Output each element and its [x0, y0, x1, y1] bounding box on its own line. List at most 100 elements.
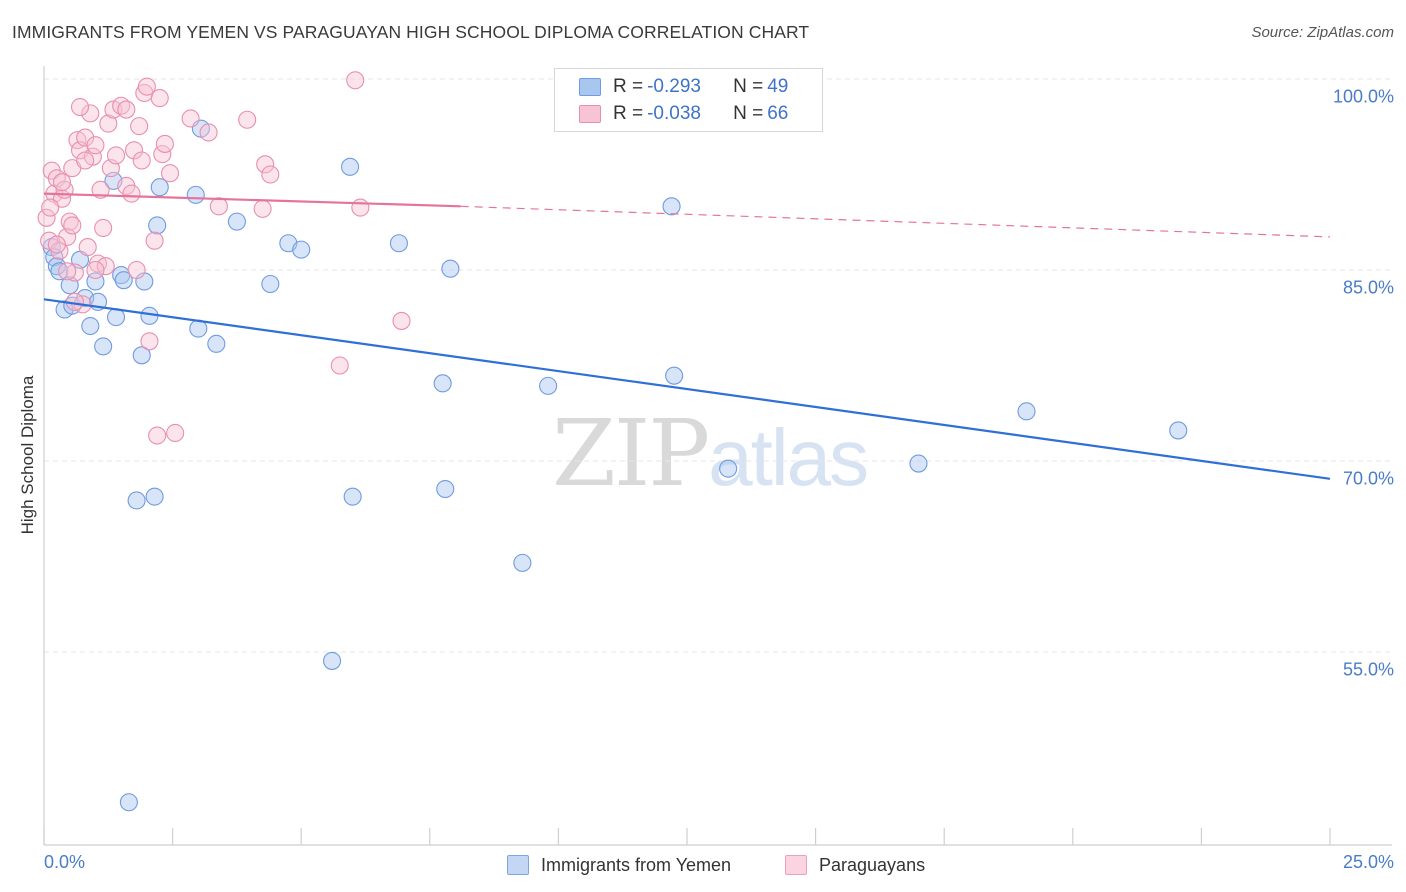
- yemen-swatch: [579, 78, 601, 96]
- paraguayan-point: [86, 260, 105, 280]
- legend-item-yemen: Immigrants from Yemen: [507, 852, 731, 878]
- watermark: ZIPatlas: [552, 400, 869, 507]
- yemen-point: [292, 240, 311, 259]
- paraguayan-point: [346, 71, 365, 90]
- yemen-point: [119, 793, 138, 812]
- paraguayan-point: [63, 216, 82, 235]
- paraguayan-point: [132, 151, 151, 170]
- y-tick-label: 55.0%: [1342, 659, 1394, 680]
- yemen-point: [389, 234, 408, 253]
- paraguayan-point: [124, 141, 144, 160]
- yemen-point: [114, 271, 133, 290]
- yemen-point: [261, 274, 280, 294]
- legend-yemen-swatch: [507, 855, 529, 875]
- yemen-point: [47, 257, 66, 276]
- paraguayan-point: [70, 97, 90, 117]
- chart-title: IMMIGRANTS FROM YEMEN VS PARAGUAYAN HIGH…: [12, 22, 810, 42]
- yemen-point: [662, 197, 681, 216]
- yemen-point: [145, 487, 164, 506]
- yemen-point: [719, 459, 738, 478]
- paraguayan-point: [160, 164, 180, 183]
- yemen-point: [343, 487, 362, 506]
- r-value: -0.038: [647, 103, 701, 124]
- yemen-point: [441, 259, 460, 278]
- yemen-point: [665, 366, 684, 385]
- paraguayan-point: [58, 262, 77, 281]
- yemen-point: [909, 454, 928, 473]
- n-value: 49: [767, 76, 789, 97]
- yemen-point: [1169, 421, 1188, 440]
- r-label: R =: [613, 76, 644, 97]
- paraguayan-point: [253, 199, 272, 218]
- watermark-zip: ZIP: [552, 400, 710, 507]
- paraguayan-point: [181, 109, 200, 128]
- paraguayan-point: [140, 332, 159, 351]
- yemen-point: [81, 316, 100, 336]
- paraguayans-swatch: [579, 105, 601, 123]
- chart-source: Source: ZipAtlas.com: [1251, 24, 1394, 41]
- paraguayan-point: [76, 151, 95, 170]
- paraguayan-point: [150, 89, 169, 108]
- y-axis-title: High School Diploma: [18, 375, 37, 535]
- y-tick-label: 85.0%: [1342, 277, 1394, 298]
- yemen-point: [50, 262, 69, 281]
- yemen-point: [132, 346, 151, 365]
- paraguayan-point: [209, 197, 228, 216]
- yemen-point: [433, 374, 452, 393]
- legend-paraguayans-swatch: [785, 855, 807, 875]
- paraguayan-trend-line-extension: [460, 205, 1331, 238]
- paraguayan-point: [106, 146, 126, 165]
- yemen-point: [436, 479, 455, 499]
- paraguayan-trend-line: [43, 192, 461, 208]
- n-label: N =: [733, 76, 764, 97]
- r-value: -0.293: [647, 76, 701, 97]
- paraguayan-point: [94, 218, 113, 238]
- paraguayan-point: [392, 311, 411, 330]
- yemen-point: [539, 376, 558, 395]
- paraguayan-point: [122, 184, 141, 203]
- legend-item-paraguayans: Paraguayans: [785, 852, 925, 878]
- paraguayan-point: [86, 136, 105, 155]
- yemen-point: [94, 337, 113, 356]
- x-tick-label-min: 0.0%: [44, 852, 86, 872]
- paraguayan-point: [148, 426, 167, 445]
- paraguayan-point: [52, 173, 72, 192]
- paraguayan-point: [137, 77, 156, 96]
- paraguayan-point: [351, 198, 370, 217]
- n-label: N =: [733, 103, 764, 124]
- paraguayan-point: [256, 155, 275, 174]
- y-tick-label: 100.0%: [1332, 86, 1394, 107]
- yemen-point: [150, 178, 169, 197]
- paraguayan-point: [166, 423, 185, 443]
- stats-row-paraguayans: R = -0.038 N = 66: [579, 102, 788, 126]
- yemen-point: [207, 334, 226, 353]
- paraguayan-point: [155, 134, 174, 153]
- paraguayan-point: [76, 128, 95, 147]
- x-tick-label-max: 25.0%: [1342, 852, 1394, 872]
- yemen-point: [341, 157, 360, 176]
- paraguayan-point: [37, 208, 56, 227]
- y-tick-label: 70.0%: [1342, 468, 1394, 489]
- r-label: R =: [613, 103, 644, 124]
- paraguayan-point: [99, 114, 118, 133]
- legend-paraguayans-label: Paraguayans: [819, 854, 926, 875]
- legend-yemen-label: Immigrants from Yemen: [541, 854, 732, 875]
- paraguayan-point: [130, 117, 149, 136]
- yemen-point: [1017, 402, 1036, 421]
- paraguayan-point: [47, 235, 66, 254]
- paraguayan-point: [117, 100, 136, 119]
- stats-row-yemen: R = -0.293 N = 49: [579, 75, 788, 99]
- paraguayan-point: [238, 110, 257, 129]
- paraguayan-point: [81, 104, 100, 123]
- correlation-stats-box: R = -0.293 N = 49 R = -0.038 N = 66: [554, 68, 823, 132]
- paraguayan-point: [91, 180, 110, 199]
- paraguayan-point: [65, 263, 84, 282]
- paraguayan-point: [261, 165, 280, 184]
- yemen-trend-line: [43, 298, 1331, 480]
- yemen-point: [227, 212, 246, 231]
- n-value: 66: [767, 103, 789, 124]
- paraguayan-point: [41, 198, 60, 217]
- paraguayan-point: [145, 231, 164, 250]
- paraguayan-point: [127, 260, 146, 280]
- yemen-point: [127, 491, 146, 510]
